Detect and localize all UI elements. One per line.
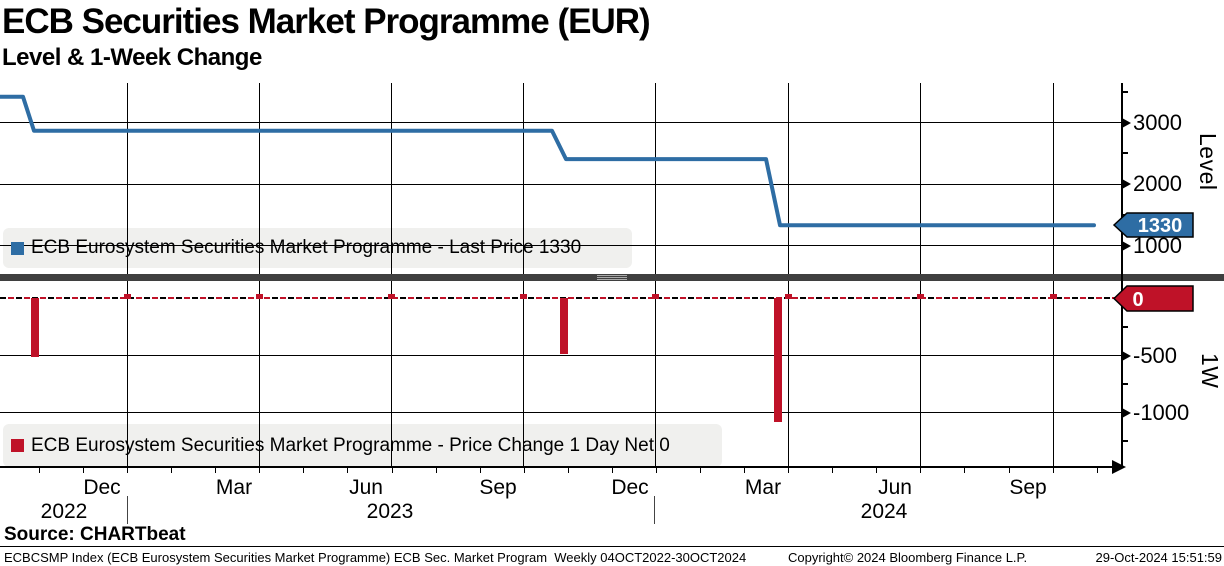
- change-current-value-tag: 0: [1112, 285, 1194, 312]
- panel-separator-handle[interactable]: [597, 275, 627, 280]
- x-axis-minor-tick: [303, 467, 304, 473]
- x-axis-minor-tick: [964, 467, 965, 473]
- x-axis-year-separator: [127, 496, 128, 524]
- x-axis-minor-tick: [171, 467, 172, 473]
- x-axis-month-label: Mar: [215, 476, 253, 499]
- horizontal-gridline: [0, 245, 1122, 246]
- zero-line-tick: [256, 294, 263, 299]
- right-y-axis: [1121, 83, 1123, 467]
- x-axis-minor-tick: [127, 467, 128, 473]
- footer-description: ECBCSMP Index (ECB Eurosystem Securities…: [4, 550, 747, 565]
- y-axis-minor-tick: [1122, 152, 1128, 155]
- x-axis-minor-tick: [920, 467, 921, 473]
- y-axis-tick-label: -500: [1133, 342, 1178, 368]
- x-axis-minor-tick: [744, 467, 745, 473]
- x-axis-minor-tick: [832, 467, 833, 473]
- level-axis-title: Level: [1195, 133, 1221, 191]
- x-axis-year-separator: [654, 496, 655, 524]
- chart-subtitle: Level & 1-Week Change: [2, 44, 262, 71]
- y-axis-tick-arrow-icon: [1122, 350, 1131, 361]
- y-axis-tick-arrow-icon: [1122, 179, 1131, 189]
- x-axis-minor-tick: [1053, 467, 1054, 473]
- horizontal-gridline: [0, 355, 1122, 356]
- change-bar: [560, 298, 568, 354]
- legend-level-label: ECB Eurosystem Securities Market Program…: [31, 237, 582, 258]
- legend-change-label: ECB Eurosystem Securities Market Program…: [31, 434, 670, 456]
- x-axis-minor-tick: [568, 467, 569, 473]
- footer-copyright: Copyright© 2024 Bloomberg Finance L.P.: [788, 550, 1028, 565]
- footer-timestamp: 29-Oct-2024 15:51:59: [1095, 550, 1222, 565]
- x-axis-minor-tick: [215, 467, 216, 473]
- zero-line-tick: [1050, 294, 1057, 299]
- y-axis-tick-label: 2000: [1133, 171, 1182, 196]
- change-series-marker-icon: [11, 439, 24, 452]
- x-axis-minor-tick: [39, 467, 40, 473]
- x-axis-minor-tick: [524, 467, 525, 473]
- zero-line-tick: [520, 294, 527, 299]
- x-axis-month-label: Sep: [479, 476, 517, 499]
- y-axis-minor-tick: [1122, 440, 1128, 442]
- change-bar: [31, 298, 39, 357]
- x-axis-month-label: Jun: [349, 476, 383, 499]
- y-axis-tick-label: 3000: [1133, 109, 1182, 135]
- level-line-series: [0, 94, 1096, 228]
- legend-level-box[interactable]: [3, 228, 632, 268]
- zero-line-tick: [652, 294, 659, 299]
- x-axis: [0, 466, 1122, 468]
- x-axis-month-label: Mar: [744, 476, 782, 499]
- y-axis-minor-tick: [1122, 383, 1128, 385]
- x-axis-minor-tick: [347, 467, 348, 473]
- x-axis-year-label: 2023: [366, 500, 414, 523]
- x-axis-minor-tick: [436, 467, 437, 473]
- x-axis-minor-tick: [1009, 467, 1010, 473]
- x-axis-minor-tick: [480, 467, 481, 473]
- legend-change-box[interactable]: [3, 424, 722, 467]
- y-axis-tick-arrow-icon: [1122, 407, 1131, 418]
- x-axis-year-label: 2024: [860, 500, 908, 523]
- change-tag-value: 0: [1132, 289, 1143, 311]
- x-axis-arrow-icon: [1112, 460, 1126, 474]
- x-axis-minor-tick: [700, 467, 701, 473]
- x-axis-minor-tick: [83, 467, 84, 473]
- x-axis-month-label: Dec: [83, 476, 121, 499]
- x-axis-year-label: 2022: [40, 500, 88, 523]
- x-axis-minor-tick: [656, 467, 657, 473]
- change-axis-title: 1W: [1197, 353, 1223, 389]
- y-axis-tick-arrow-icon: [1122, 117, 1131, 128]
- y-axis-tick-arrow-icon: [1122, 240, 1131, 251]
- x-axis-month-label: Sep: [1009, 476, 1047, 499]
- level-tag-value: 1330: [1138, 215, 1183, 237]
- level-last-price-tag: 1330: [1112, 212, 1194, 238]
- horizontal-gridline: [0, 122, 1122, 123]
- zero-line-tick: [917, 294, 924, 299]
- change-bar: [774, 298, 782, 422]
- legend-level-row[interactable]: ECB Eurosystem Securities Market Program…: [11, 228, 581, 268]
- y-axis-tick-label: -1000: [1133, 399, 1190, 425]
- y-axis-minor-tick: [1122, 326, 1128, 328]
- horizontal-gridline: [0, 183, 1122, 185]
- x-axis-minor-tick: [612, 467, 613, 473]
- legend-change-row[interactable]: ECB Eurosystem Securities Market Program…: [11, 424, 670, 467]
- footer-divider: [0, 546, 1224, 547]
- x-axis-month-label: Jun: [878, 476, 912, 499]
- level-series-marker-icon: [11, 241, 24, 255]
- y-axis-minor-tick: [1122, 90, 1128, 93]
- x-axis-minor-tick: [259, 467, 260, 473]
- x-axis-minor-tick: [392, 467, 393, 473]
- x-axis-month-label: Dec: [611, 476, 649, 499]
- zero-line-tick: [124, 294, 131, 299]
- chart-title: ECB Securities Market Programme (EUR): [2, 2, 651, 41]
- x-axis-minor-tick: [876, 467, 877, 473]
- source-label: Source: CHARTbeat: [4, 524, 186, 545]
- horizontal-gridline: [0, 412, 1122, 413]
- x-axis-minor-tick: [788, 467, 789, 473]
- zero-line-tick: [785, 294, 792, 299]
- zero-line-tick: [388, 294, 395, 299]
- x-axis-minor-tick: [1097, 467, 1098, 473]
